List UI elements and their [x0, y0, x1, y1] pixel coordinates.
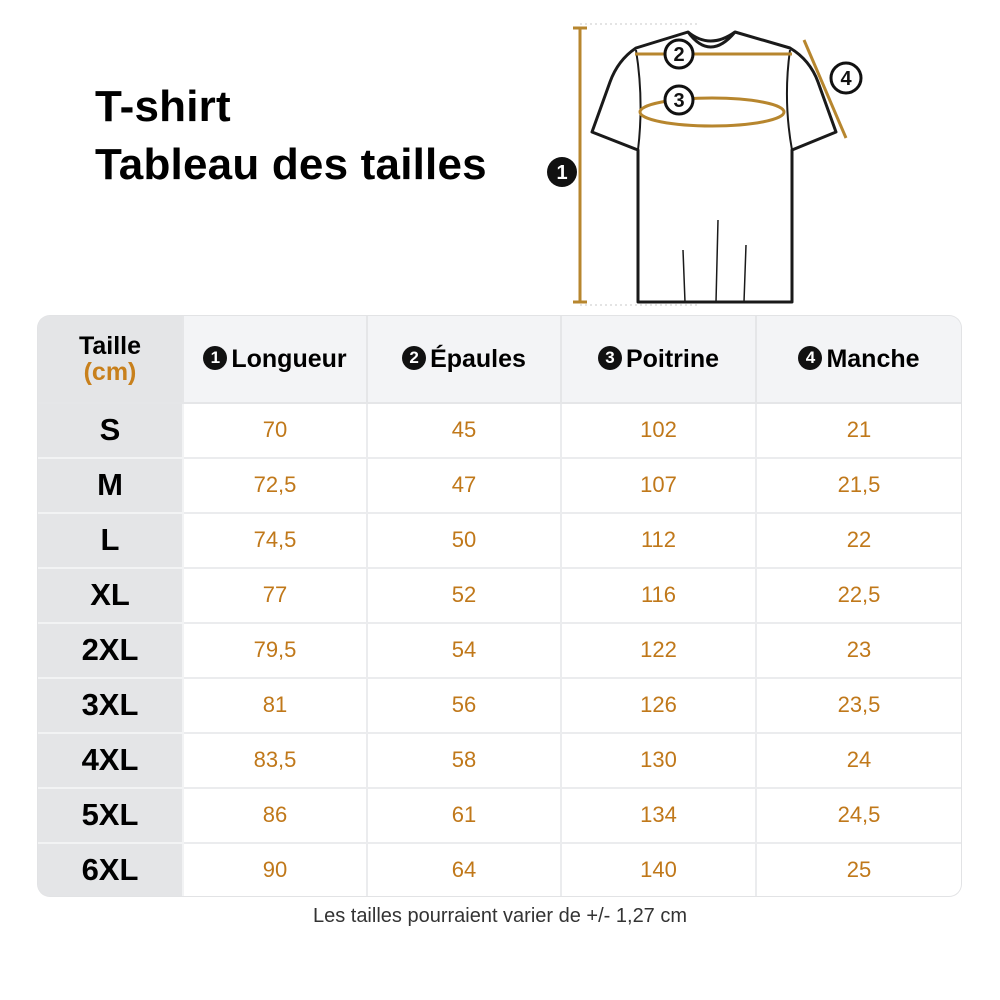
size-label: 4XL [38, 733, 184, 789]
tshirt-diagram: 1 2 3 4 [547, 23, 863, 306]
svg-text:2: 2 [673, 44, 684, 66]
measurement-cell: 45 [368, 404, 562, 459]
measurement-cell: 74,5 [184, 513, 368, 569]
size-label: M [38, 458, 184, 514]
measurement-cell: 24 [757, 733, 961, 789]
svg-text:3: 3 [673, 90, 684, 112]
marker-2-icon: 2 [663, 38, 695, 70]
measurement-cell: 25 [757, 843, 961, 896]
table-row: 5XL 86 61 134 24,5 [38, 788, 961, 844]
number-1-icon: 1 [203, 345, 228, 370]
table-row: 2XL 79,5 54 122 23 [38, 623, 961, 679]
size-table: Taille (cm) 1 Longueur 2 Épaules 3 Poitrine… [38, 316, 961, 896]
measurement-cell: 22,5 [757, 568, 961, 624]
measurement-cell: 79,5 [184, 623, 368, 679]
tshirt-outline [590, 30, 838, 304]
measurement-cell: 56 [368, 678, 562, 734]
column-header-length: 1 Longueur [184, 316, 368, 404]
measurement-cell: 52 [368, 568, 562, 624]
table-row: 4XL 83,5 58 130 24 [38, 733, 961, 789]
size-label: S [38, 404, 184, 459]
table-row: XL 77 52 116 22,5 [38, 568, 961, 624]
column-header-chest: 3 Poitrine [562, 316, 757, 404]
measurement-cell: 126 [562, 678, 757, 734]
measurement-cell: 47 [368, 458, 562, 514]
column-header-sleeve: 4 Manche [757, 316, 961, 404]
size-label: XL [38, 568, 184, 624]
measurement-cell: 58 [368, 733, 562, 789]
measurement-cell: 70 [184, 404, 368, 459]
size-variance-note: Les tailles pourraient varier de +/- 1,2… [312, 905, 688, 927]
number-4-icon: 4 [798, 345, 823, 370]
measurement-cell: 24,5 [757, 788, 961, 844]
sleeve-line [802, 39, 848, 139]
size-header-label: Taille [78, 332, 142, 360]
measurement-cell: 72,5 [184, 458, 368, 514]
measurement-cell: 86 [184, 788, 368, 844]
table-row: M 72,5 47 107 21,5 [38, 458, 961, 514]
size-label: 5XL [38, 788, 184, 844]
marker-3-icon: 3 [663, 84, 695, 116]
svg-text:1: 1 [556, 162, 567, 184]
size-label: 2XL [38, 623, 184, 679]
measurement-cell: 112 [562, 513, 757, 569]
measurement-cell: 83,5 [184, 733, 368, 789]
table-header-row: Taille (cm) 1 Longueur 2 Épaules 3 Poitrine… [38, 316, 961, 404]
tshirt-folds [682, 219, 747, 303]
measurement-cell: 77 [184, 568, 368, 624]
size-label: 3XL [38, 678, 184, 734]
measurement-cell: 102 [562, 404, 757, 459]
measurement-cell: 50 [368, 513, 562, 569]
number-2-icon: 2 [402, 345, 427, 370]
measurement-cell: 116 [562, 568, 757, 624]
number-3-icon: 3 [597, 345, 622, 370]
measurement-cell: 21 [757, 404, 961, 459]
measurement-cell: 122 [562, 623, 757, 679]
measurement-cell: 130 [562, 733, 757, 789]
measurement-cell: 22 [757, 513, 961, 569]
measurement-cell: 81 [184, 678, 368, 734]
chest-line [638, 96, 786, 128]
marker-4-icon: 4 [829, 61, 863, 95]
measurement-cell: 54 [368, 623, 562, 679]
measurement-cell: 23 [757, 623, 961, 679]
measurement-cell: 107 [562, 458, 757, 514]
marker-1-icon: 1 [547, 157, 577, 187]
measurement-cell: 134 [562, 788, 757, 844]
tshirt-sleeve-seam-left [635, 49, 642, 151]
measurement-cell: 64 [368, 843, 562, 896]
title-line-2: Tableau des tailles [95, 140, 487, 189]
table-row: S 70 45 102 21 [38, 404, 961, 459]
measurement-cell: 23,5 [757, 678, 961, 734]
size-label: 6XL [38, 843, 184, 896]
size-label: L [38, 513, 184, 569]
tshirt-sleeve-seam-right [785, 49, 793, 151]
measurement-cell: 61 [368, 788, 562, 844]
title-line-1: T-shirt [95, 82, 231, 131]
tshirt-collar [686, 31, 737, 49]
size-column-header: Taille (cm) [38, 316, 184, 404]
column-header-shoulders: 2 Épaules [368, 316, 562, 404]
table-row: 6XL 90 64 140 25 [38, 843, 961, 896]
table-row: L 74,5 50 112 22 [38, 513, 961, 569]
table-row: 3XL 81 56 126 23,5 [38, 678, 961, 734]
measurement-cell: 21,5 [757, 458, 961, 514]
size-header-unit: (cm) [83, 358, 137, 386]
measurement-cell: 90 [184, 843, 368, 896]
page-title: T-shirt Tableau des tailles [95, 78, 487, 194]
measurement-cell: 140 [562, 843, 757, 896]
svg-text:4: 4 [840, 68, 852, 90]
